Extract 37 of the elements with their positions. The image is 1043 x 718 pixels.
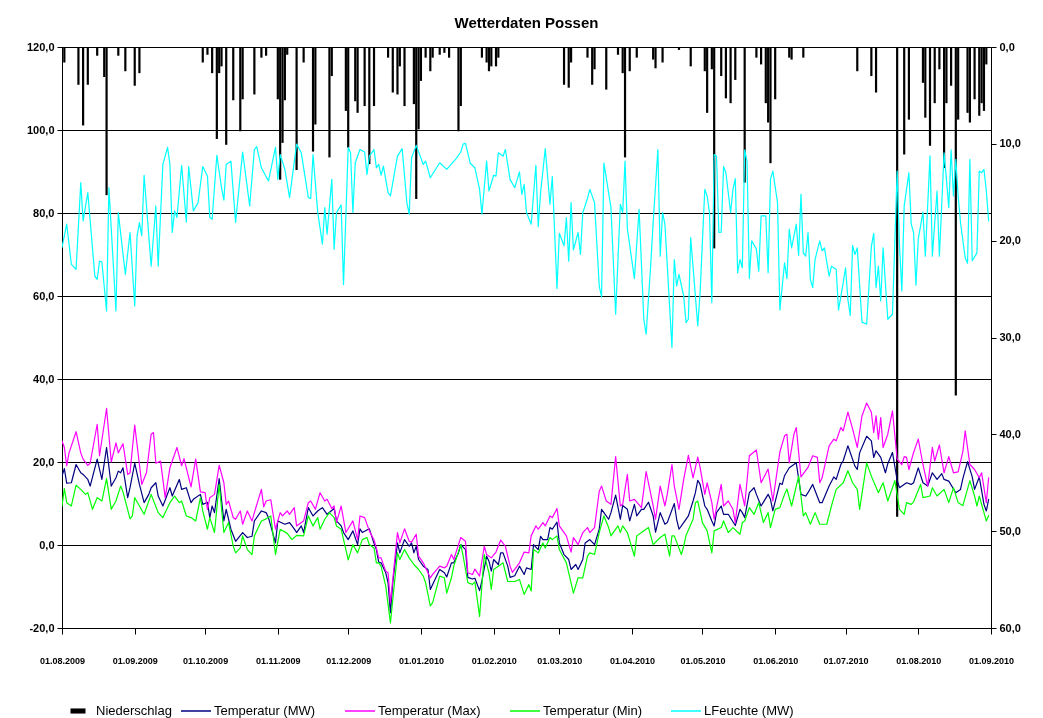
bar — [982, 47, 986, 111]
legend-label: Temperatur (MW) — [214, 703, 316, 718]
x-tick-label: 01.08.2010 — [896, 655, 942, 666]
y2-tick-label: 40,0 — [999, 427, 1021, 440]
y2-tick-label: 20,0 — [999, 234, 1021, 247]
bar — [487, 47, 491, 72]
y2-tick-label: 0,0 — [999, 40, 1015, 53]
x-tick-label: 01.10.2009 — [183, 655, 229, 666]
x-tick-label: 01.11.2009 — [256, 655, 301, 666]
y-tick-label: 20,0 — [33, 455, 55, 468]
legend-label: Niederschlag — [96, 703, 172, 718]
x-tick-label: 01.06.2010 — [753, 655, 799, 666]
legend-label: Temperatur (Min) — [543, 703, 642, 718]
legend-label: Temperatur (Max) — [378, 703, 481, 718]
x-tick-label: 01.02.2010 — [471, 655, 517, 666]
y2-tick-label: 60,0 — [999, 621, 1021, 634]
chart-title: Wetterdaten Possen — [454, 14, 599, 31]
x-tick-label: 01.05.2010 — [680, 655, 726, 666]
x-tick-label: 01.12.2009 — [326, 655, 372, 666]
x-tick-label: 01.03.2010 — [537, 655, 583, 666]
x-tick-label: 01.09.2010 — [968, 655, 1015, 666]
x-tick-label: 01.08.2009 — [39, 655, 86, 666]
y-tick-label: 40,0 — [33, 372, 55, 385]
x-tick-label: 01.04.2010 — [610, 655, 656, 666]
y-tick-label: 120,0 — [26, 40, 55, 53]
y-tick-label: 0,0 — [39, 538, 55, 551]
y2-tick-label: 10,0 — [999, 137, 1021, 150]
y-tick-label: 60,0 — [33, 289, 55, 302]
y2-tick-label: 30,0 — [999, 331, 1021, 343]
y-tick-label: -20,0 — [29, 621, 55, 634]
x-tick-label: 01.07.2010 — [823, 655, 869, 666]
y2-tick-label: 50,0 — [999, 524, 1021, 537]
y-tick-label: 100,0 — [26, 123, 55, 136]
legend-label: LFeuchte (MW) — [704, 703, 794, 718]
x-tick-label: 01.09.2009 — [112, 655, 158, 666]
y-tick-label: 80,0 — [33, 206, 55, 219]
x-tick-label: 01.01.2010 — [398, 655, 444, 666]
